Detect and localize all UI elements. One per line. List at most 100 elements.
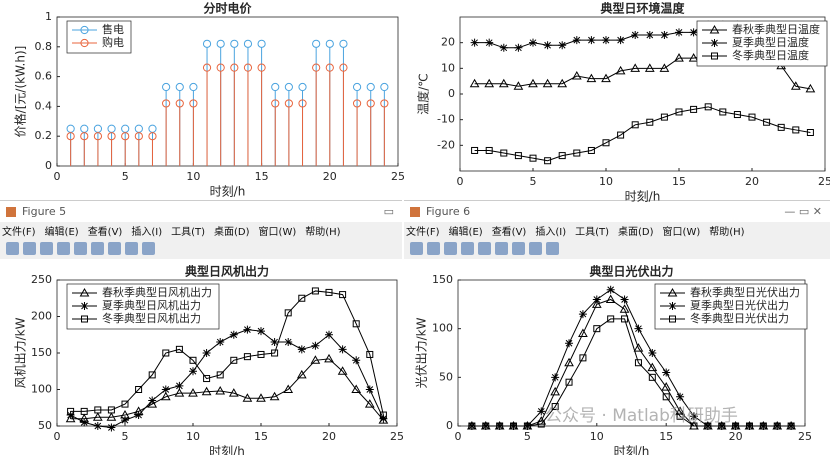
x-tick-label: 25 [798, 430, 812, 443]
menu-item[interactable]: 窗口(W) [258, 227, 297, 238]
menu-item[interactable]: 查看(V) [491, 227, 527, 238]
marker [230, 356, 238, 364]
menu-item[interactable]: 插入(I) [535, 227, 567, 238]
legend-label: 购电 [102, 35, 124, 49]
window-controls[interactable]: ▭ [383, 205, 394, 218]
y-tick-label: -20 [437, 138, 455, 151]
y-tick-label: 100 [31, 383, 52, 396]
stem-marker [380, 82, 389, 92]
marker [660, 30, 669, 39]
menu-item[interactable]: 插入(I) [131, 227, 163, 238]
x-tick-label: 20 [322, 430, 336, 443]
marker [719, 108, 727, 116]
x-tick-label: 0 [54, 430, 61, 443]
marker [676, 412, 684, 420]
menu-item[interactable]: 帮助(H) [709, 227, 745, 238]
marker [325, 288, 333, 296]
marker [203, 375, 211, 383]
x-axis-label: 时刻/h [625, 190, 661, 204]
marker [216, 371, 224, 379]
y-axis-label: 价格/[元/(kW.h)] [13, 46, 28, 138]
marker [485, 146, 493, 154]
window-controls[interactable]: — ▭ ✕ [784, 205, 822, 218]
marker [619, 304, 630, 313]
marker [513, 81, 524, 90]
marker [805, 83, 816, 93]
stem-marker [325, 63, 334, 72]
menu-item[interactable]: 查看(V) [87, 227, 123, 238]
marker [646, 118, 654, 126]
chart-title: 分时电价 [203, 1, 252, 16]
menu-item[interactable]: 桌面(D) [618, 227, 654, 238]
marker [551, 373, 560, 382]
menu-item[interactable]: 文件(F) [2, 227, 36, 238]
window-title: Figure 5 [22, 205, 67, 218]
y-tick-label: 0.2 [35, 129, 53, 142]
x-tick-label: 0 [54, 170, 61, 183]
marker [174, 388, 185, 397]
marker [188, 388, 198, 397]
stem-marker [298, 99, 307, 108]
menu-item[interactable]: 文件(F) [406, 227, 440, 238]
marker [510, 422, 518, 430]
marker [337, 366, 348, 375]
stem-marker [271, 82, 280, 92]
x-axis-label: 时刻/h [614, 445, 650, 455]
marker [379, 414, 388, 423]
y-tick-label: 0.4 [35, 99, 53, 112]
y-tick-label: 100 [432, 322, 453, 335]
marker [378, 415, 389, 424]
legend-label: 冬季典型日光伏出力 [690, 311, 789, 325]
marker [134, 411, 143, 420]
marker [591, 299, 602, 308]
marker [485, 38, 494, 47]
marker [544, 157, 552, 165]
legend-marker [709, 24, 720, 34]
legend-marker [80, 302, 89, 310]
marker [296, 369, 307, 379]
menu-item[interactable]: 编辑(E) [44, 227, 79, 238]
marker [634, 359, 642, 367]
marker [633, 343, 644, 352]
legend-marker [80, 38, 89, 48]
marker [498, 78, 509, 88]
marker [189, 367, 197, 376]
x-tick-label: 10 [186, 170, 200, 183]
marker [662, 393, 670, 401]
marker [688, 53, 699, 62]
menu-item[interactable]: 帮助(H) [305, 227, 341, 238]
x-tick-label: 5 [524, 430, 531, 443]
menu-item[interactable]: 编辑(E) [448, 227, 483, 238]
marker [647, 362, 658, 372]
menu-item[interactable]: 工具(T) [171, 227, 206, 238]
marker [630, 63, 641, 72]
legend-box [696, 20, 828, 67]
menu-item[interactable]: 窗口(W) [662, 227, 701, 238]
menu-item[interactable]: 工具(T) [575, 227, 610, 238]
legend-marker [81, 315, 88, 323]
marker [565, 378, 573, 386]
marker [675, 406, 685, 415]
menu-item[interactable]: 桌面(D) [214, 227, 250, 238]
marker [311, 341, 320, 350]
legend-label: 春秋季典型日风机出力 [102, 285, 212, 299]
marker [579, 354, 587, 362]
stem-marker [175, 99, 184, 108]
marker [748, 113, 756, 121]
marker [147, 399, 158, 408]
stem-marker [257, 63, 266, 72]
y-tick-label: -10 [437, 113, 455, 126]
marker [676, 392, 685, 401]
marker [675, 28, 683, 37]
legend-marker [80, 25, 89, 35]
marker [311, 287, 319, 295]
marker [175, 381, 184, 390]
marker [733, 111, 741, 119]
marker [269, 391, 280, 401]
legend-label: 冬季典型日温度 [732, 48, 809, 62]
y-tick-label: 10 [441, 61, 455, 74]
marker [365, 385, 374, 394]
x-tick-label: 10 [599, 175, 613, 188]
marker [243, 353, 251, 361]
marker [93, 422, 102, 430]
